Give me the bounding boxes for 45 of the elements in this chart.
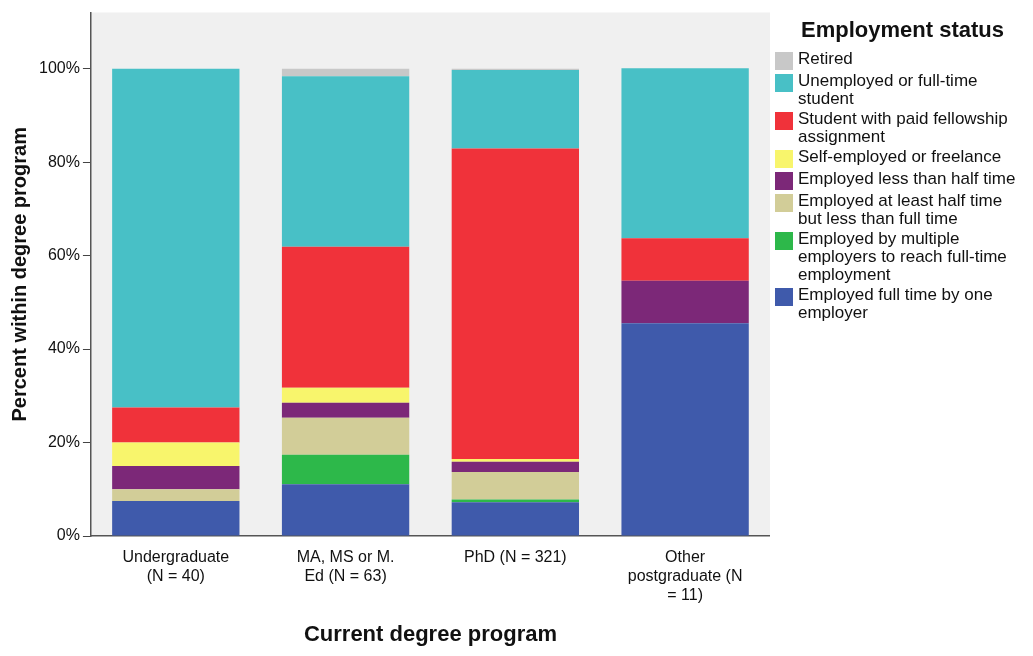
legend-label: Employed less than half time xyxy=(798,169,1016,188)
y-tick-label: 0% xyxy=(56,526,80,544)
bar xyxy=(281,387,410,403)
bar xyxy=(112,407,240,443)
y-tick-label: 40% xyxy=(47,339,80,357)
bar xyxy=(281,417,410,455)
legend-label: Employed full time by one employer xyxy=(798,285,994,322)
bar xyxy=(451,502,580,536)
legend-label: Retired xyxy=(798,49,853,68)
bar xyxy=(112,500,240,536)
legend-label: Student with paid fellowship assignment xyxy=(798,109,1009,146)
legend-label: Self-employed or freelance xyxy=(798,147,1002,166)
bar xyxy=(451,148,580,459)
bar xyxy=(281,68,410,77)
x-axis-title: Current degree program xyxy=(303,620,557,646)
bar xyxy=(112,489,240,501)
bar xyxy=(451,70,580,149)
legend-title: Employment status xyxy=(800,17,1005,42)
bar xyxy=(451,471,580,500)
bar xyxy=(112,68,240,408)
y-tick-label: 100% xyxy=(39,59,80,77)
y-tick-label: 20% xyxy=(47,432,80,450)
x-tick-label: Other postgraduate (N = 11) xyxy=(627,548,743,604)
bar xyxy=(451,458,580,462)
y-axis-title: Percent within degree program xyxy=(7,127,30,422)
y-tick-label: 80% xyxy=(47,152,80,170)
bar xyxy=(621,238,749,281)
legend-label: Employed at least half time but less than full time xyxy=(798,191,1004,228)
legend-label: Employed by multiple employers to reach full-time employment xyxy=(798,229,1008,284)
bar xyxy=(281,402,410,418)
bar xyxy=(281,246,410,388)
bar xyxy=(621,68,749,239)
bar xyxy=(281,454,410,485)
bar xyxy=(621,323,749,536)
bar xyxy=(112,465,240,490)
bar xyxy=(281,484,410,536)
bar xyxy=(281,76,410,247)
x-tick-label: Undergraduate (N = 40) xyxy=(122,548,230,585)
y-tick-label: 60% xyxy=(47,246,80,264)
bar xyxy=(451,461,580,472)
bar xyxy=(112,442,240,466)
legend-label: Unemployed or full-time student xyxy=(798,71,979,108)
x-tick-label: MA, MS or M. Ed (N = 63) xyxy=(296,548,395,585)
bar xyxy=(621,280,749,324)
x-tick-label: PhD (N = 321) xyxy=(463,548,567,566)
